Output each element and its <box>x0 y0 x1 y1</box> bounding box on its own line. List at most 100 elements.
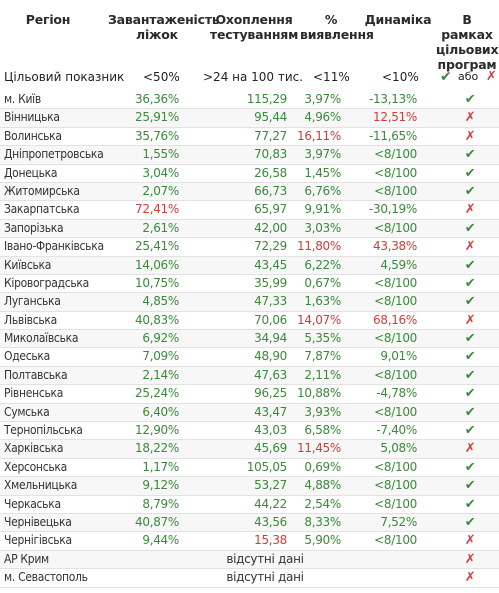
cell-no-data: відсутні дані <box>226 551 304 566</box>
check-icon: ✔ <box>464 220 476 236</box>
table-row: Житомирська 2,07% 66,73 6,76% <8/100 ✔ <box>0 182 499 202</box>
cell-dynamics: <8/100 <box>374 496 417 511</box>
cell-name: Хмельницька <box>4 478 78 493</box>
cell-beds: 12,90% <box>135 423 179 438</box>
cell-detection: 16,11% <box>297 128 341 143</box>
region-table-body: м. Київ 36,36% 115,29 3,97% -13,13% ✔ Вінницьк… <box>0 91 499 588</box>
table-row: Волинська 35,76% 77,27 16,11% -11,65% ✗ <box>0 128 499 147</box>
cross-icon: ✗ <box>464 441 476 457</box>
cross-icon: ✗ <box>464 239 476 255</box>
table-row: м. Київ 36,36% 115,29 3,97% -13,13% ✔ <box>0 91 499 110</box>
header-testing: Охоплення тестуванням <box>209 12 299 42</box>
cell-testing: 95,44 <box>254 110 287 125</box>
cell-detection: 14,07% <box>297 312 341 327</box>
cell-name: Одеська <box>4 349 50 364</box>
cell-testing: 115,29 <box>246 92 288 106</box>
cell-detection: 11,80% <box>297 239 341 254</box>
cell-dynamics: <8/100 <box>374 183 417 198</box>
cell-detection: 7,87% <box>304 349 341 364</box>
cell-dynamics: 43,38% <box>373 239 417 254</box>
cell-detection: 3,03% <box>304 220 341 235</box>
cell-no-data: відсутні дані <box>226 570 304 585</box>
cell-name: Кіровоградська <box>4 275 89 290</box>
cell-detection: 6,58% <box>304 423 341 438</box>
cell-name: м. Севастополь <box>4 570 88 585</box>
check-icon: ✔ <box>464 257 476 273</box>
cell-testing: 43,56 <box>254 514 287 529</box>
cell-beds: 6,40% <box>142 404 179 419</box>
cell-detection: 4,88% <box>304 478 341 493</box>
cell-dynamics: <8/100 <box>374 459 417 474</box>
cross-icon: ✗ <box>464 110 476 126</box>
cell-dynamics: <8/100 <box>374 533 417 548</box>
cell-beds: 9,44% <box>142 533 179 548</box>
cell-testing: 43,45 <box>254 257 287 272</box>
table-row: Чернівецька 40,87% 43,56 8,33% 7,52% ✔ <box>0 513 499 533</box>
cell-testing: 15,38 <box>254 533 287 548</box>
target-or: або <box>458 70 479 83</box>
cell-testing: 96,25 <box>254 386 287 401</box>
cell-name: Запорізька <box>4 220 64 235</box>
table-row: Херсонська 1,17% 105,05 0,69% <8/100 ✔ <box>0 459 499 478</box>
cell-beds: 18,22% <box>135 441 179 456</box>
cell-name: Харківська <box>4 441 64 456</box>
cell-beds: 2,14% <box>142 367 179 382</box>
cell-name: м. Київ <box>4 92 41 106</box>
cell-name: Вінницька <box>4 110 60 125</box>
cross-icon: ✗ <box>464 312 476 328</box>
cell-dynamics: 9,01% <box>380 349 417 364</box>
cell-testing: 77,27 <box>254 128 287 143</box>
cell-name: Чернівецька <box>4 514 72 529</box>
cell-testing: 65,97 <box>254 202 287 217</box>
cell-testing: 53,27 <box>254 478 287 493</box>
cell-detection: 9,91% <box>304 202 341 217</box>
table-row: Вінницька 25,91% 95,44 4,96% 12,51% ✗ <box>0 109 499 128</box>
cell-name: Донецька <box>4 165 58 180</box>
cell-beds: 3,04% <box>142 165 179 180</box>
cell-beds: 40,83% <box>135 312 179 327</box>
cell-testing: 66,73 <box>254 183 287 198</box>
cell-detection: 4,96% <box>304 110 341 125</box>
target-beds: <50% <box>143 70 180 84</box>
cell-detection: 10,88% <box>297 386 341 401</box>
cross-icon: ✗ <box>464 551 476 567</box>
cell-detection: 1,63% <box>304 294 341 309</box>
table-row: Донецька 3,04% 26,58 1,45% <8/100 ✔ <box>0 165 499 183</box>
cell-name: Дніпропетровська <box>4 147 104 162</box>
cell-testing: 72,29 <box>254 239 287 254</box>
check-icon: ✔ <box>464 386 476 402</box>
cell-name: Київська <box>4 257 52 272</box>
cell-detection: 11,45% <box>297 441 341 456</box>
cell-beds: 4,85% <box>142 294 179 309</box>
table-row: Тернопільська 12,90% 43,03 6,58% -7,40% ✔ <box>0 422 499 441</box>
cell-beds: 25,41% <box>135 239 179 254</box>
cell-detection: 3,97% <box>304 147 341 162</box>
cell-testing: 43,03 <box>254 423 287 438</box>
cell-name: Рівненська <box>4 386 64 401</box>
table-row: Одеська 7,09% 48,90 7,87% 9,01% ✔ <box>0 348 499 367</box>
header-detection: % виявлення <box>300 12 374 42</box>
check-icon: ✔ <box>464 514 476 530</box>
cell-beds: 6,92% <box>142 331 179 346</box>
check-icon: ✔ <box>464 92 476 107</box>
cell-dynamics: <8/100 <box>374 478 417 493</box>
cell-beds: 25,91% <box>135 110 179 125</box>
cell-testing: 70,06 <box>254 312 287 327</box>
cell-beds: 2,61% <box>142 220 179 235</box>
cell-dynamics: 4,59% <box>380 257 417 272</box>
check-icon: ✔ <box>464 349 476 365</box>
table-header: Регіон Завантаженість ліжок Охоплення те… <box>0 0 499 72</box>
check-icon: ✔ <box>464 165 476 181</box>
cell-dynamics: 68,16% <box>373 312 417 327</box>
cell-beds: 14,06% <box>135 257 179 272</box>
cell-beds: 7,09% <box>142 349 179 364</box>
cell-testing: 45,69 <box>254 441 287 456</box>
cell-dynamics: -7,40% <box>376 423 417 438</box>
check-icon: ✔ <box>464 147 476 163</box>
target-cross-icon: ✗ <box>486 69 497 84</box>
cell-dynamics: <8/100 <box>374 367 417 382</box>
cell-beds: 40,87% <box>135 514 179 529</box>
table-row: Івано-Франківська 25,41% 72,29 11,80% 43,38%… <box>0 238 499 257</box>
cell-dynamics: <8/100 <box>374 147 417 162</box>
table-row: Закарпатська 72,41% 65,97 9,91% -30,19% ✗ <box>0 201 499 220</box>
